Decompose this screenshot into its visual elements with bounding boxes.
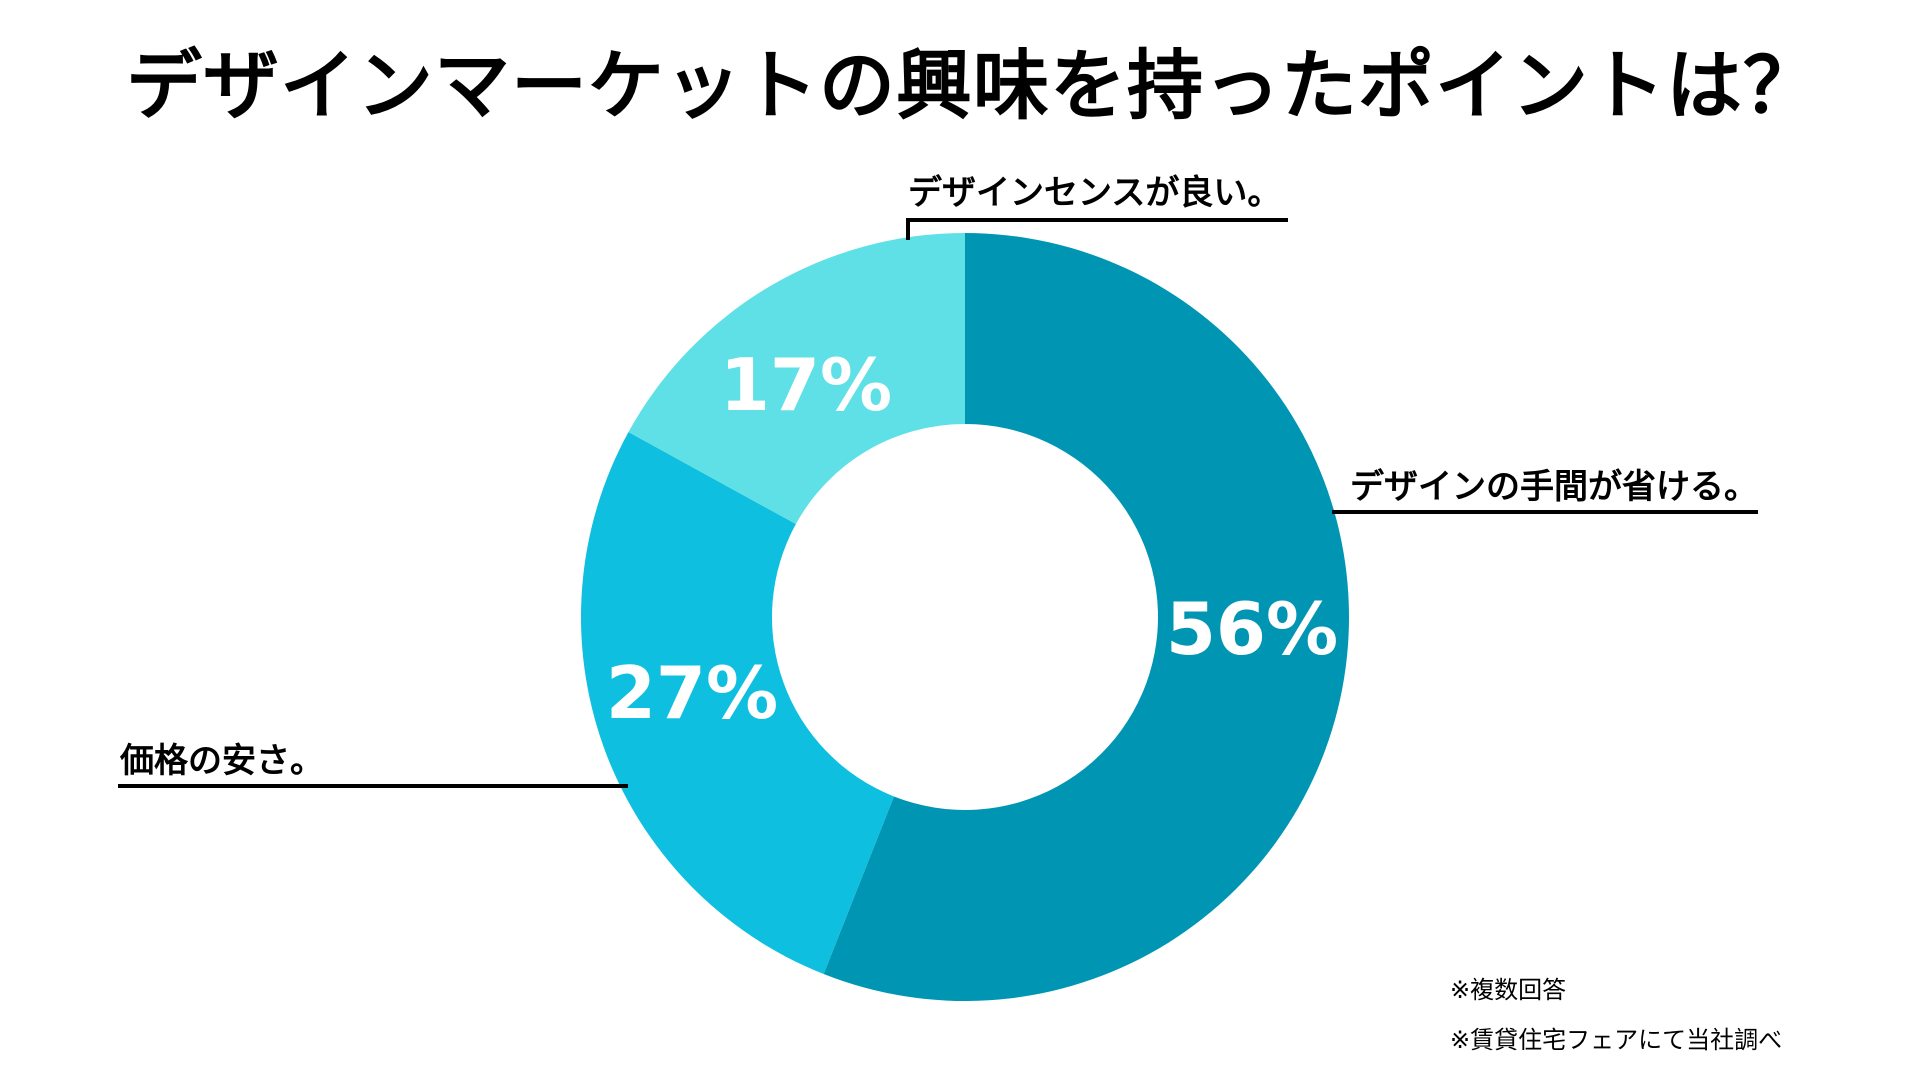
label-price: 価格の安さ。 [119, 741, 324, 781]
label-design-sense: デザインセンスが良い。 [908, 173, 1281, 213]
donut-slice-0 [823, 233, 1349, 1001]
value-label-design-sense: 17% [720, 343, 892, 427]
donut-slice-2 [628, 233, 965, 525]
note-survey-source: ※賃貸住宅フェアにて当社調べ [1450, 1026, 1783, 1054]
callout-line-design-sense [906, 218, 1288, 240]
donut-slice-1 [581, 432, 894, 975]
value-label-price: 27% [606, 651, 778, 735]
chart-title: デザインマーケットの興味を持ったポイントは？ [126, 41, 1820, 130]
donut-slices [581, 233, 1349, 1001]
callout-lines [118, 218, 1758, 788]
note-multiple-answers: ※複数回答 [1450, 976, 1567, 1004]
label-design-effort: デザインの手間が省ける。 [1350, 467, 1758, 507]
value-label-design-effort: 56% [1166, 587, 1338, 671]
